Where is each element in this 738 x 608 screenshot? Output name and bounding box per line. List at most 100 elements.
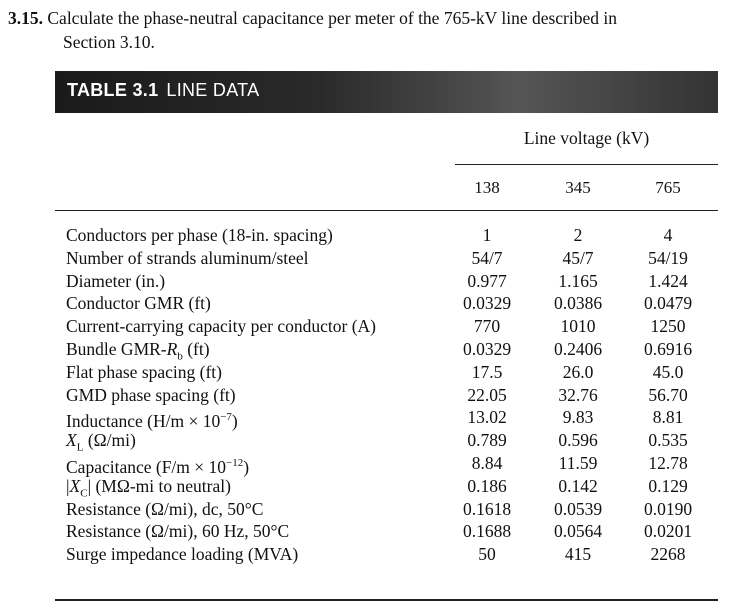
row-label-post: | (MΩ-mi to neutral) xyxy=(87,475,231,496)
cell-345kv: 0.0564 xyxy=(553,521,603,542)
cell-345kv: 0.2406 xyxy=(553,338,603,359)
cell-345kv: 32.76 xyxy=(558,384,598,405)
problem-statement: 3.15. Calculate the phase-neutral capaci… xyxy=(8,6,728,54)
row-label: Resistance (Ω/mi), 60 Hz, 50°C xyxy=(66,520,289,542)
row-label-pre: GMD phase spacing (ft) xyxy=(66,384,236,405)
row-label: Flat phase spacing (ft) xyxy=(66,361,222,383)
row-label-pre: Diameter (in.) xyxy=(66,270,166,291)
header-rule xyxy=(455,164,718,165)
cell-138kv: 8.84 xyxy=(471,452,503,473)
row-label-post: (ft) xyxy=(182,338,210,359)
table-row: Resistance (Ω/mi), 60 Hz, 50°C 0.1688 0.05… xyxy=(66,520,726,543)
row-label-pre: Conductors per phase (18-in. spacing) xyxy=(66,225,333,245)
cell-345kv: 9.83 xyxy=(562,407,594,428)
row-label: Inductance (H/m × 10−7) xyxy=(66,406,238,432)
cell-765kv: 0.0201 xyxy=(643,521,693,542)
row-label-pre: Resistance (Ω/mi), 60 Hz, 50°C xyxy=(66,521,290,542)
row-label-pre: Flat phase spacing (ft) xyxy=(66,361,222,382)
table-label: TABLE 3.1 xyxy=(67,80,159,100)
row-label-post: ) xyxy=(243,456,250,477)
cell-345kv: 1.165 xyxy=(558,270,598,291)
table-row: Current-carrying capacity per conductor … xyxy=(66,315,726,338)
row-label: Surge impedance loading (MVA) xyxy=(66,543,298,565)
header-bottom-rule xyxy=(55,210,718,211)
column-header-345: 345 xyxy=(565,178,591,197)
table-row: Surge impedance loading (MVA) 50 415 2268 xyxy=(66,543,726,566)
row-label-sym: X xyxy=(69,475,81,496)
table-row: Flat phase spacing (ft) 17.5 26.0 45.0 xyxy=(66,361,726,384)
row-label-pre: | xyxy=(66,475,70,496)
row-label-pre: Current-carrying capacity per conductor … xyxy=(66,316,376,337)
table-row: Conductor GMR (ft) 0.0329 0.0386 0.0479 xyxy=(66,292,726,315)
cell-765kv: 0.129 xyxy=(648,475,688,496)
row-label-post: (Ω/mi) xyxy=(83,430,136,451)
table-row: Diameter (in.) 0.977 1.165 1.424 xyxy=(66,270,726,293)
group-header: Line voltage (kV) xyxy=(523,128,650,148)
cell-765kv: 4 xyxy=(663,225,673,245)
row-label: Conductor GMR (ft) xyxy=(66,292,211,314)
row-label-pre: Number of strands aluminum/steel xyxy=(66,247,309,268)
cell-345kv: 2 xyxy=(573,225,583,245)
table-row: Resistance (Ω/mi), dc, 50°C 0.1618 0.0539 0… xyxy=(66,498,726,521)
row-label: XL (Ω/mi) xyxy=(66,429,136,459)
cell-345kv: 0.596 xyxy=(558,430,598,451)
row-label-sym: X xyxy=(66,430,77,451)
cell-765kv: 0.6916 xyxy=(643,338,693,359)
cell-765kv: 1.424 xyxy=(648,270,688,291)
row-label: Resistance (Ω/mi), dc, 50°C xyxy=(66,498,263,520)
cell-138kv: 0.1688 xyxy=(462,521,512,542)
cell-138kv: 13.02 xyxy=(467,407,507,428)
table-row: GMD phase spacing (ft) 22.05 32.76 56.70 xyxy=(66,384,726,407)
row-label-pre: Inductance (H/m × 10 xyxy=(66,411,221,432)
cell-138kv: 0.789 xyxy=(467,430,507,451)
cell-138kv: 0.1618 xyxy=(462,498,512,519)
row-label: Current-carrying capacity per conductor … xyxy=(66,315,376,337)
table-row: XL (Ω/mi) 0.789 0.596 0.535 xyxy=(66,429,726,454)
row-label: Capacitance (F/m × 10−12) xyxy=(66,452,249,478)
table-row: Inductance (H/m × 10−7) 13.02 9.83 8.81 xyxy=(66,406,726,432)
row-label-sub: b xyxy=(177,350,183,363)
row-label-pre: Capacitance (F/m × 10 xyxy=(66,456,227,477)
problem-text-line2: Section 3.10. xyxy=(63,32,155,52)
problem-number: 3.15. xyxy=(8,8,43,28)
row-label: Conductors per phase (18-in. spacing) xyxy=(66,224,333,246)
cell-345kv: 11.59 xyxy=(558,452,598,473)
cell-765kv: 56.70 xyxy=(648,384,688,405)
table-row: Conductors per phase (18-in. spacing) 1 2 4 xyxy=(66,224,726,247)
row-label-sup: −12 xyxy=(226,456,244,469)
row-label-sub: L xyxy=(76,441,84,454)
row-label-pre: Resistance (Ω/mi), dc, 50°C xyxy=(66,498,264,519)
cell-138kv: 0.977 xyxy=(467,270,507,291)
row-label: Number of strands aluminum/steel xyxy=(66,247,309,269)
row-label-post: ) xyxy=(231,411,238,432)
table-row: Bundle GMR-Rb (ft) 0.0329 0.2406 0.6916 xyxy=(66,338,726,363)
row-label: Bundle GMR-Rb (ft) xyxy=(66,338,210,368)
cell-138kv: 0.0329 xyxy=(462,293,512,314)
cell-138kv: 50 xyxy=(478,544,496,565)
cell-345kv: 26.0 xyxy=(562,361,594,382)
row-label: GMD phase spacing (ft) xyxy=(66,384,236,406)
cell-345kv: 415 xyxy=(564,544,592,565)
cell-765kv: 1250 xyxy=(650,316,686,337)
cell-765kv: 0.0479 xyxy=(643,293,693,314)
cell-765kv: 2268 xyxy=(650,544,686,565)
table-body: Conductors per phase (18-in. spacing) 1 2 4… xyxy=(66,224,726,566)
cell-345kv: 0.0539 xyxy=(553,498,603,519)
row-label-pre: Surge impedance loading (MVA) xyxy=(66,544,299,565)
cell-138kv: 0.186 xyxy=(467,475,507,496)
cell-765kv: 45.0 xyxy=(652,361,684,382)
cell-345kv: 0.0386 xyxy=(553,293,603,314)
cell-138kv: 22.05 xyxy=(467,384,507,405)
table-title-banner: TABLE 3.1 LINE DATA xyxy=(55,71,718,113)
problem-text-line1: Calculate the phase-neutral capacitance … xyxy=(47,8,618,28)
cell-765kv: 54/19 xyxy=(648,247,688,268)
row-label-sup: −7 xyxy=(220,411,232,424)
cell-345kv: 45/7 xyxy=(562,247,594,268)
cell-765kv: 0.535 xyxy=(648,430,688,451)
table-row: Capacitance (F/m × 10−12) 8.84 11.59 12.78 xyxy=(66,452,726,478)
row-label-pre: Conductor GMR (ft) xyxy=(66,293,211,314)
row-label-sub: C xyxy=(80,487,88,500)
row-label: |XC| (MΩ-mi to neutral) xyxy=(66,475,231,505)
cell-345kv: 0.142 xyxy=(558,475,598,496)
cell-345kv: 1010 xyxy=(560,316,596,337)
